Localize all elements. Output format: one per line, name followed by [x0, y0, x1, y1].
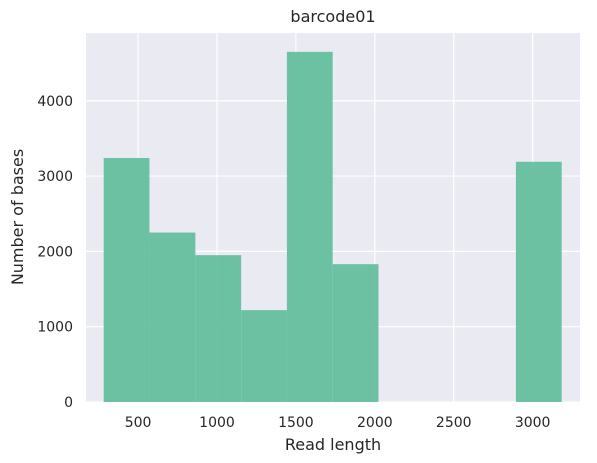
x-tick-label: 2500 [436, 415, 472, 431]
x-tick-label: 500 [125, 415, 152, 431]
histogram-bar [286, 51, 333, 402]
histogram-bar [103, 158, 150, 402]
x-tick-label: 1500 [278, 415, 314, 431]
y-tick-labels: 0 1000 2000 3000 4000 [37, 94, 73, 411]
x-tick-label: 2000 [357, 415, 393, 431]
x-tick-label: 3000 [515, 415, 551, 431]
histogram-bar [332, 264, 379, 402]
x-tick-labels: 500 1000 1500 2000 2500 3000 [125, 415, 551, 431]
histogram-bar [149, 232, 196, 402]
y-tick-label: 1000 [37, 320, 73, 336]
histogram-bar [515, 161, 562, 402]
x-tick-label: 1000 [199, 415, 235, 431]
histogram-bar [195, 255, 242, 402]
y-tick-label: 3000 [37, 169, 73, 185]
y-axis-label: Number of bases [8, 149, 27, 285]
x-axis-label: Read length [285, 435, 381, 454]
histogram-bar [241, 310, 287, 402]
y-tick-label: 2000 [37, 244, 73, 260]
y-tick-label: 4000 [37, 94, 73, 110]
bars [103, 51, 562, 402]
y-tick-label: 0 [64, 395, 73, 411]
chart-title: barcode01 [290, 7, 375, 26]
